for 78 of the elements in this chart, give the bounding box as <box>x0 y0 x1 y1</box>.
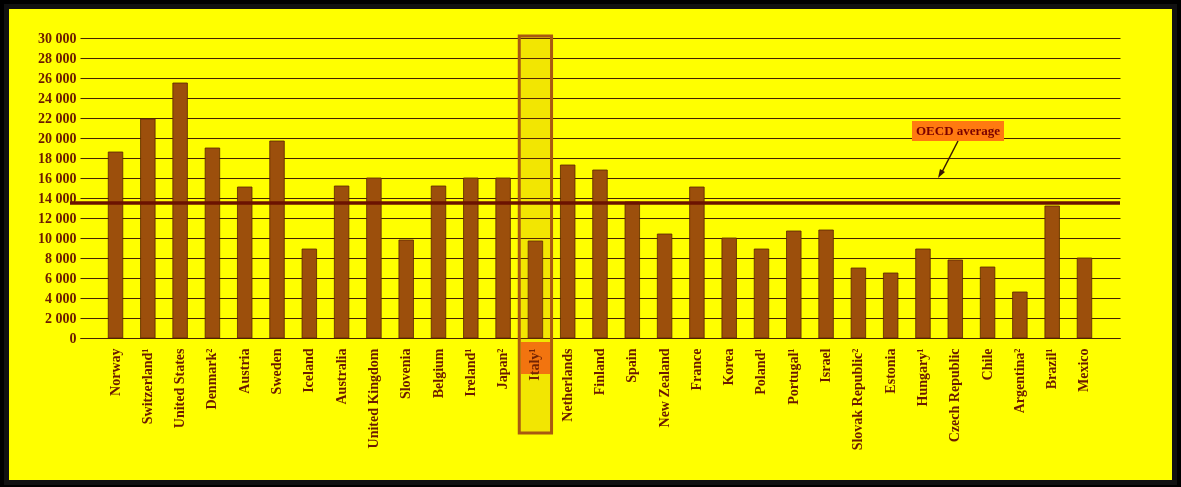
x-tick-label: Finland <box>592 348 607 396</box>
bar <box>333 185 350 339</box>
y-tick-label: 16 000 <box>38 170 77 186</box>
x-tick-label: Ireland¹ <box>462 348 478 397</box>
bar <box>172 82 188 339</box>
bar <box>915 248 931 339</box>
bar <box>463 177 479 339</box>
y-tick-label: 0 <box>69 330 77 346</box>
x-tick-label: Israel <box>818 348 834 383</box>
bar <box>527 240 544 339</box>
x-tick-label: Mexico <box>1076 348 1092 393</box>
x-tick-label: Korea <box>721 348 737 386</box>
y-tick-label: 24 000 <box>38 90 77 106</box>
bar <box>656 233 673 339</box>
x-tick-label: Belgium <box>430 348 446 399</box>
x-tick-label: Brazil¹ <box>1044 348 1060 390</box>
bar <box>204 147 221 339</box>
bar <box>495 177 511 339</box>
x-tick-label: Switzerland¹ <box>139 348 155 425</box>
x-tick-label: France <box>688 348 704 391</box>
x-tick-label: Slovak Republic² <box>850 348 866 451</box>
bar <box>786 230 802 339</box>
bar <box>269 140 285 339</box>
y-tick-label: 22 000 <box>38 110 77 126</box>
bar <box>689 186 705 339</box>
bar <box>883 272 899 339</box>
x-tick-label: Argentina² <box>1011 348 1027 414</box>
bar <box>721 237 737 339</box>
x-tick-label: Japan² <box>495 348 511 390</box>
bar <box>398 239 414 339</box>
x-tick-label: Estonia <box>882 348 898 394</box>
bar <box>140 118 156 339</box>
y-tick-label: 10 000 <box>38 230 77 246</box>
bar <box>1076 257 1093 339</box>
bar <box>592 169 608 339</box>
bar <box>850 267 867 339</box>
bar <box>301 248 317 339</box>
bar <box>1044 205 1060 339</box>
x-tick-label: Sweden <box>269 348 285 395</box>
y-tick-label: 6 000 <box>45 270 77 286</box>
bar <box>107 151 124 339</box>
x-tick-label: Austria <box>236 348 252 394</box>
x-tick-label: Norway <box>107 348 123 396</box>
x-tick-label: Denmark² <box>204 348 220 410</box>
x-tick-label: Chile <box>979 348 995 381</box>
y-tick-label: 26 000 <box>38 70 77 86</box>
bar <box>979 266 996 339</box>
bar <box>947 259 963 339</box>
bar <box>430 185 447 339</box>
y-tick-label: 18 000 <box>38 150 77 166</box>
ref-line-label: OECD average <box>912 121 1005 141</box>
bar <box>237 186 253 339</box>
bar <box>753 248 770 339</box>
x-tick-label: Iceland <box>301 348 317 393</box>
x-tick-label: United States <box>172 347 188 429</box>
x-tick-label: Italy¹ <box>527 348 543 381</box>
x-tick-label: Portugal¹ <box>785 348 801 405</box>
y-tick-label: 28 000 <box>38 50 77 66</box>
x-tick-label: Spain <box>624 348 640 383</box>
y-tick-label: 12 000 <box>38 210 77 226</box>
bar <box>366 177 382 339</box>
x-tick-label: Poland¹ <box>753 348 769 395</box>
x-tick-label: New Zealand <box>656 348 672 428</box>
y-tick-label: 4 000 <box>45 290 77 306</box>
x-tick-label: Australia <box>333 348 349 405</box>
bar <box>560 164 576 339</box>
bar <box>818 229 834 339</box>
x-tick-label: Slovenia <box>398 348 414 400</box>
y-tick-label: 20 000 <box>38 130 77 146</box>
y-tick-label: 14 000 <box>38 190 77 206</box>
bar <box>1012 291 1028 339</box>
x-tick-label: United Kingdom <box>365 348 381 449</box>
y-tick-label: 2 000 <box>45 310 77 326</box>
y-tick-label: 30 000 <box>38 30 77 46</box>
x-tick-label: Hungary¹ <box>914 348 930 407</box>
y-tick-label: 8 000 <box>45 250 77 266</box>
x-tick-label: Czech Republic <box>947 348 963 443</box>
x-tick-label: Netherlands <box>559 347 575 422</box>
